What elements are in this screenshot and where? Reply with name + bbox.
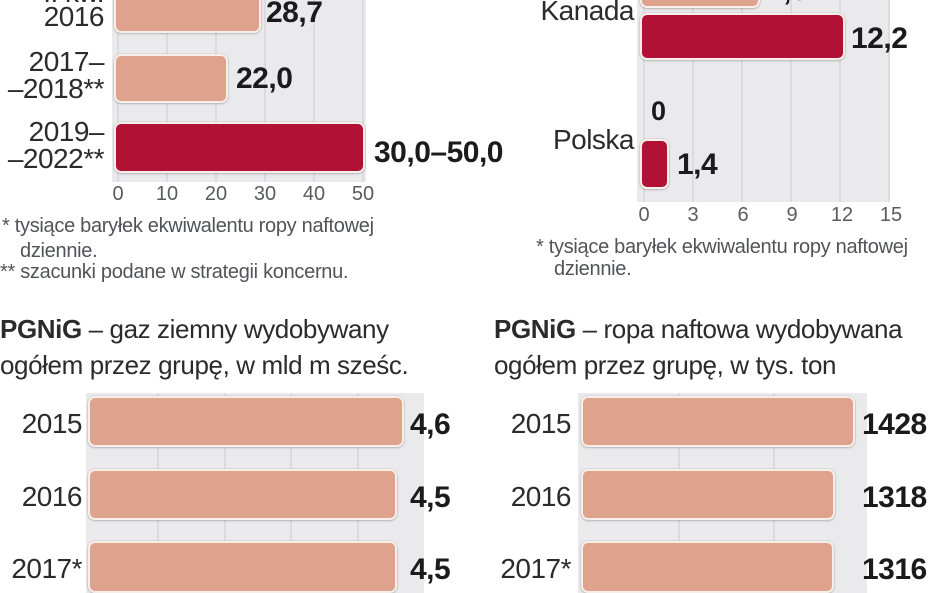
x-tick: 50 <box>351 183 375 205</box>
bar-polska-dark <box>640 139 669 189</box>
value-label: 28,7 <box>266 0 323 29</box>
value-label: 22,0 <box>236 62 293 95</box>
value-label-cut: 7,0 <box>767 0 808 8</box>
value-label: 4,6 <box>410 408 451 441</box>
category-label-2016: 2016 <box>510 481 572 512</box>
chart-title-line2: ogółem przez grupę, w tys. ton <box>494 350 837 380</box>
bar-2017-2018 <box>114 54 228 103</box>
value-label: 1316 <box>862 553 927 586</box>
value-label: 1428 <box>862 408 927 441</box>
x-tick: 0 <box>638 204 650 226</box>
gridline <box>888 0 890 202</box>
chart-title-line1: PGNiG – ropa naftowa wydobywana <box>494 314 903 345</box>
bar-2016 <box>581 469 835 520</box>
gridline <box>790 0 792 202</box>
footnote: dziennie. <box>554 258 632 280</box>
value-label: 30,0–50,0 <box>374 136 503 169</box>
title-text: – ropa naftowa wydobywana <box>575 314 903 344</box>
bar-2016 <box>88 469 398 520</box>
bar-2015 <box>581 396 856 447</box>
value-label: 4,5 <box>410 481 451 514</box>
bar-kanada-dark <box>640 13 846 60</box>
title-brand: PGNiG <box>494 314 576 344</box>
gridline <box>643 0 645 202</box>
gridline <box>264 0 266 182</box>
gridline <box>741 0 743 202</box>
gridline <box>313 0 315 182</box>
x-tick: 9 <box>786 204 798 226</box>
category-label-2017: 2017* <box>500 553 571 584</box>
category-label-2016: 2016 <box>21 481 83 512</box>
value-label: 1318 <box>862 481 927 514</box>
x-tick: 30 <box>253 183 277 205</box>
category-label-polska: Polska <box>552 124 635 155</box>
bar-2015 <box>88 396 405 447</box>
footnote: dziennie. <box>20 240 98 262</box>
category-label-line: –2018** <box>7 73 105 104</box>
value-label-zero: 0 <box>651 96 666 126</box>
bar-2017 <box>88 541 398 593</box>
gridline <box>839 0 841 202</box>
footnote: ** szacunki podane w strategii koncernu. <box>0 261 349 283</box>
category-label-line: –2022** <box>7 143 105 174</box>
value-label: 12,2 <box>851 22 908 55</box>
value-label: 1,4 <box>677 148 718 181</box>
title-text: – gaz ziemny wydobywany <box>81 314 389 344</box>
x-tick: 12 <box>830 204 854 226</box>
gridline <box>362 0 364 182</box>
x-tick: 3 <box>687 204 699 226</box>
footnote: * tysiące baryłek ekwiwalentu ropy nafto… <box>2 215 374 237</box>
bar-2016 <box>114 0 261 33</box>
category-label-kanada: Kanada <box>540 0 634 26</box>
x-tick: 6 <box>737 204 749 226</box>
category-label-line: II kw. <box>10 0 104 7</box>
bar-2019-2022 <box>114 122 365 173</box>
gridline <box>692 0 694 202</box>
x-tick: 15 <box>879 204 903 226</box>
bar-kanada-salmon-cut <box>640 0 761 8</box>
category-label-2015: 2015 <box>21 408 83 439</box>
category-label-line: 2017– <box>28 46 105 77</box>
x-tick: 10 <box>155 183 179 205</box>
x-tick: 0 <box>112 183 124 205</box>
x-tick: 20 <box>204 183 228 205</box>
chart-title-line1: PGNiG – gaz ziemny wydobywany <box>0 314 389 345</box>
category-label-2015: 2015 <box>510 408 572 439</box>
title-brand: PGNiG <box>0 314 82 344</box>
footnote: * tysiące baryłek ekwiwalentu ropy nafto… <box>536 236 908 258</box>
x-tick: 40 <box>302 183 326 205</box>
bar-2017 <box>581 541 835 593</box>
value-label: 4,5 <box>410 553 451 586</box>
category-label-line: 2019– <box>28 116 105 147</box>
category-label-2017: 2017* <box>11 553 82 584</box>
category-label-line: 2016 <box>43 1 105 32</box>
chart-title-line2: ogółem przez grupę, w mld m sześc. <box>0 350 409 380</box>
